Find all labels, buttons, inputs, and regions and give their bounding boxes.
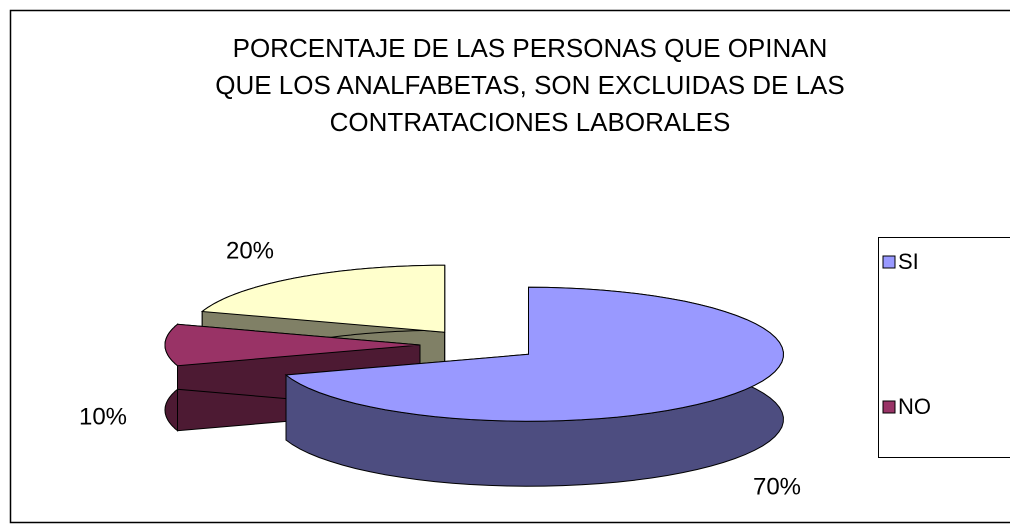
chart-title: PORCENTAJE DE LAS PERSONAS QUE OPINAN [233,33,828,63]
pie: 70% 10% 20% [79,237,801,500]
slice-top [164,323,421,367]
data-label: 70% [753,473,801,500]
chart-title: QUE LOS ANALFABETAS, SON EXCLUIDAS DE LA… [215,70,845,100]
legend-swatch [882,255,896,269]
legend-label: SI [898,249,919,274]
legend: SI NO [882,249,931,419]
slice-top [200,264,446,333]
legend-swatch [882,400,896,414]
legend-box [878,237,1010,458]
legend-label: NO [898,394,931,419]
chart-title: CONTRATACIONES LABORALES [330,107,731,137]
slice-top [284,286,784,422]
data-label: 10% [79,403,127,430]
data-label: 20% [226,237,274,264]
